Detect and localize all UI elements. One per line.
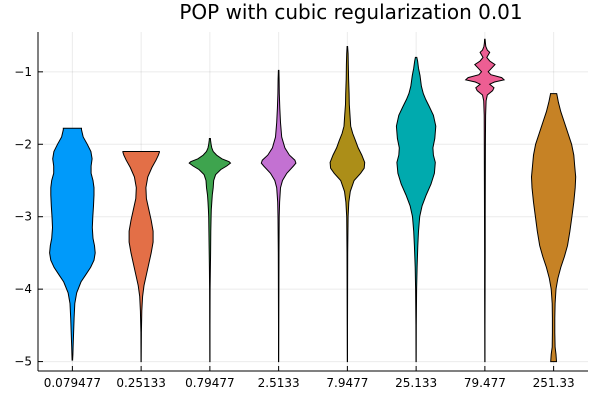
y-tick-label: −4 [14, 282, 32, 296]
y-tick-label: −1 [14, 65, 32, 79]
x-tick-label: 0.25133 [116, 376, 166, 390]
violin-2.5133 [260, 69, 297, 363]
grid-layer [38, 32, 588, 371]
y-tick-label: −5 [14, 355, 32, 369]
x-tick-label: 0.079477 [44, 376, 101, 390]
x-tick-label: 7.9477 [326, 376, 368, 390]
violin-7.9477 [329, 46, 366, 363]
x-tick-label: 2.5133 [258, 376, 300, 390]
x-tick-labels: 0.079477 0.25133 0.79477 2.5133 7.9477 25.133… [44, 376, 575, 390]
x-tick-label: 0.79477 [185, 376, 235, 390]
x-tick-label: 25.133 [395, 376, 437, 390]
violin-251.33 [530, 93, 577, 363]
violin-layer [49, 38, 577, 363]
violin-0.79477 [188, 138, 232, 363]
violin-79.477 [464, 38, 506, 363]
violin-0.25133 [122, 151, 160, 363]
axis-layer [37, 32, 588, 372]
y-tick-label: −2 [14, 137, 32, 151]
chart-title: POP with cubic regularization 0.01 [179, 0, 522, 24]
x-tick-label: 251.33 [533, 376, 575, 390]
y-tick-labels: −5 −4 −3 −2 −1 [14, 65, 32, 369]
x-tick-label: 79.477 [464, 376, 506, 390]
violin-0.079477 [49, 127, 96, 361]
y-tick-label: −3 [14, 210, 32, 224]
violin-25.133 [395, 56, 437, 363]
